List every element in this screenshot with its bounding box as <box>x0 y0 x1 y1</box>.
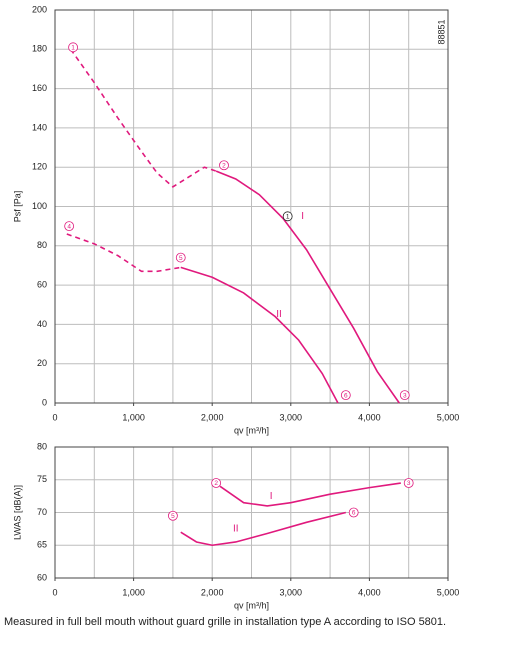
x-tick-label: 3,000 <box>280 587 303 597</box>
curve <box>70 48 217 188</box>
curve <box>219 482 401 507</box>
x-tick-label: 5,000 <box>437 587 460 597</box>
x-tick-label: 0 <box>52 587 57 597</box>
annotation: 3 <box>407 480 411 487</box>
x-tick-label: 1,000 <box>122 412 145 422</box>
caption: Measured in full bell mouth without guar… <box>4 616 446 628</box>
annotation: 1 <box>71 45 75 52</box>
y-tick-label: 80 <box>37 240 47 250</box>
y-tick-label: 40 <box>37 319 47 329</box>
x-tick-label: 3,000 <box>280 412 303 422</box>
y-tick-label: 200 <box>32 4 47 14</box>
annotation: 1 <box>286 214 290 221</box>
annotation-circle <box>68 42 78 53</box>
annotation-circle <box>64 221 75 232</box>
y-tick-label: 0 <box>42 397 47 407</box>
y-tick-label: 180 <box>32 44 47 54</box>
figure-code: 88851 <box>436 19 446 44</box>
annotation-circle <box>348 507 359 518</box>
annotation: 5 <box>171 513 175 520</box>
y-tick-label: 60 <box>37 279 47 289</box>
y-tick-label: 100 <box>32 201 47 211</box>
annotation: 6 <box>352 510 356 517</box>
annotation: 4 <box>67 223 71 230</box>
plot-frame <box>54 9 449 404</box>
annotation: 6 <box>344 392 348 399</box>
y-tick-label: 75 <box>37 474 47 484</box>
annotation: 2 <box>222 162 226 169</box>
curve-label: I <box>270 491 273 502</box>
annotation-circle <box>175 252 186 263</box>
x-tick-label: 1,000 <box>122 587 145 597</box>
y-tick-label: 60 <box>37 572 47 582</box>
curve-label: II <box>276 309 282 320</box>
curve-label: II <box>233 524 239 535</box>
x-axis-label: qv [m³/h] <box>234 425 269 435</box>
annotation-circle <box>282 211 293 222</box>
annotation-circle <box>399 390 410 401</box>
annotation: 3 <box>403 392 407 399</box>
curve <box>180 266 339 404</box>
y-tick-label: 20 <box>37 358 47 368</box>
x-tick-label: 4,000 <box>358 587 381 597</box>
annotation-circle <box>403 478 414 488</box>
curve <box>215 170 400 404</box>
annotation-circle <box>340 390 351 401</box>
plot-frame <box>54 446 449 579</box>
y-tick-label: 80 <box>37 441 47 451</box>
y-tick-label: 70 <box>37 507 47 517</box>
annotation: 5 <box>179 255 183 262</box>
y-tick-label: 65 <box>37 540 47 550</box>
y-axis-label: LWAS [dB(A)] <box>12 485 22 540</box>
curve-label: I <box>301 211 304 222</box>
y-tick-label: 140 <box>32 122 47 132</box>
curve <box>180 511 347 547</box>
x-tick-label: 0 <box>52 412 57 422</box>
x-tick-label: 4,000 <box>358 412 381 422</box>
x-tick-label: 2,000 <box>201 587 224 597</box>
curve <box>66 233 181 273</box>
annotation-circle <box>219 160 229 171</box>
y-tick-label: 120 <box>32 162 47 172</box>
y-tick-label: 160 <box>32 83 47 93</box>
annotation-circle <box>167 510 178 521</box>
annotation: 2 <box>214 480 218 487</box>
x-tick-label: 5,000 <box>437 412 460 422</box>
y-axis-label: Psf [Pa] <box>12 191 22 223</box>
x-tick-label: 2,000 <box>201 412 224 422</box>
annotation-circle <box>211 478 222 488</box>
x-axis-label: qv [m³/h] <box>234 600 269 610</box>
